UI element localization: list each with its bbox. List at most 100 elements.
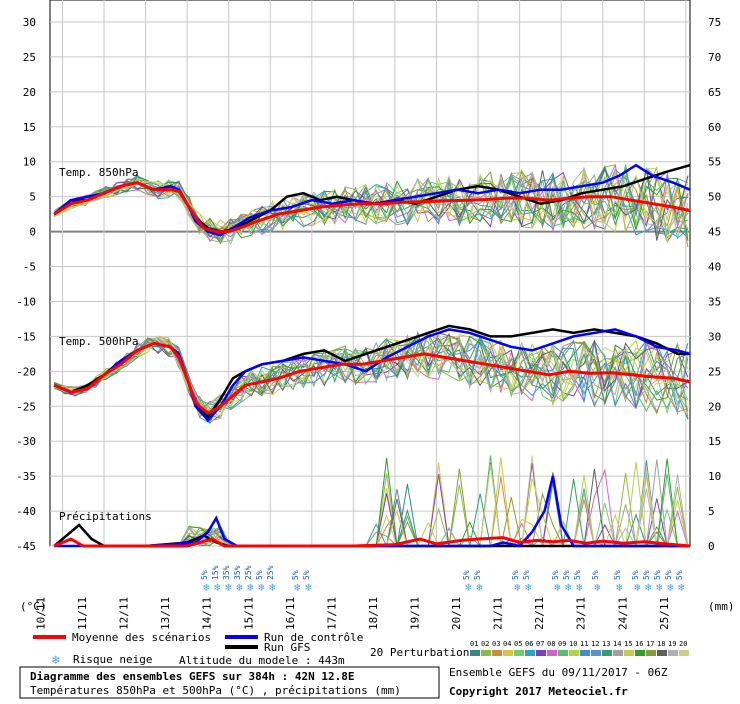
perturbation-code: 20 bbox=[679, 640, 687, 648]
snowflake-icon: ❄ bbox=[656, 581, 663, 594]
perturbation-line bbox=[54, 339, 689, 419]
snow-risk-percent: 35% bbox=[222, 565, 231, 580]
x-tick-label: 14/11 bbox=[201, 597, 214, 630]
x-tick-label: 11/11 bbox=[76, 597, 89, 630]
perturbation-swatch bbox=[679, 650, 689, 656]
x-tick-label: 22/11 bbox=[533, 597, 546, 630]
snowflake-icon: ❄ bbox=[525, 581, 532, 594]
perturbation-swatch bbox=[558, 650, 568, 656]
snowflake-icon: ❄ bbox=[565, 581, 572, 594]
perturbation-swatch bbox=[547, 650, 557, 656]
perturbation-swatch bbox=[613, 650, 623, 656]
snowflake-icon: ❄ bbox=[258, 581, 265, 594]
left-tick-label: -30 bbox=[16, 435, 36, 448]
snowflake-icon: ❄ bbox=[594, 581, 601, 594]
series-line-t500 bbox=[53, 341, 691, 416]
snow-risk-row: 5%❄15%❄35%❄35%❄25%❄5%❄25%❄5%❄5%❄5%❄5%❄5%… bbox=[200, 565, 685, 594]
perturbation-swatch bbox=[591, 650, 601, 656]
perturbation-code: 07 bbox=[536, 640, 544, 648]
perturbations-label: 20 Perturbations bbox=[370, 646, 476, 659]
x-tick-label: 18/11 bbox=[367, 597, 380, 630]
snowflake-icon: ❄ bbox=[225, 581, 232, 594]
panel-label-precip: Précipitations bbox=[59, 510, 152, 523]
snowflake-icon: ❄ bbox=[616, 581, 623, 594]
perturbation-swatch bbox=[668, 650, 678, 656]
x-axis-ticks: 10/11 11/11 12/11 13/11 14/11 15/11 16/11 17/11… bbox=[34, 597, 670, 630]
right-tick-label: 55 bbox=[708, 156, 721, 169]
snow-risk-percent: 5% bbox=[613, 570, 622, 580]
snow-risk-percent: 5% bbox=[255, 570, 264, 580]
x-tick-label: 13/11 bbox=[159, 597, 172, 630]
altitude-label: Altitude du modele : 443m bbox=[179, 654, 345, 667]
x-tick-label: 17/11 bbox=[325, 597, 338, 630]
right-tick-label: 65 bbox=[708, 86, 721, 99]
snowflake-icon: ❄ bbox=[634, 581, 641, 594]
perturbation-code: 14 bbox=[613, 640, 621, 648]
perturbation-code: 13 bbox=[602, 640, 610, 648]
left-tick-label: 30 bbox=[23, 16, 36, 29]
x-tick-label: 23/11 bbox=[575, 597, 588, 630]
legend-label-gfs: Run GFS bbox=[264, 641, 310, 654]
snow-risk-icon: ❄ bbox=[51, 653, 60, 668]
snow-risk-percent: 5% bbox=[551, 570, 560, 580]
perturbation-code: 10 bbox=[569, 640, 577, 648]
left-tick-label: 20 bbox=[23, 86, 36, 99]
snow-risk-label: Risque neige bbox=[73, 653, 152, 666]
perturbation-code: 04 bbox=[503, 640, 511, 648]
snowflake-icon: ❄ bbox=[645, 581, 652, 594]
perturbation-code: 17 bbox=[646, 640, 654, 648]
legend-label-control: Run de contrôle bbox=[264, 631, 363, 644]
right-tick-label: 15 bbox=[708, 435, 721, 448]
left-tick-label: -20 bbox=[16, 365, 36, 378]
x-tick-label: 25/11 bbox=[658, 597, 671, 630]
snow-risk-percent: 5% bbox=[473, 570, 482, 580]
perturbation-code: 06 bbox=[525, 640, 533, 648]
x-tick-label: 10/11 bbox=[34, 597, 47, 630]
snow-risk-percent: 25% bbox=[266, 565, 275, 580]
snow-risk-percent: 5% bbox=[462, 570, 471, 580]
snowflake-icon: ❄ bbox=[269, 581, 276, 594]
left-tick-label: -35 bbox=[16, 470, 36, 483]
perturbation-codes: 01 02 03 04 05 06 07 08 09 10 11 12 13 14 15 16 17 18 19 20 bbox=[470, 640, 689, 656]
perturbation-swatch bbox=[492, 650, 502, 656]
right-tick-label: 25 bbox=[708, 365, 721, 378]
perturbation-swatch bbox=[536, 650, 546, 656]
right-tick-label: 0 bbox=[708, 540, 715, 553]
snow-risk-percent: 5% bbox=[291, 570, 300, 580]
left-tick-label: 25 bbox=[23, 51, 36, 64]
legend-label-mean: Moyenne des scénarios bbox=[72, 631, 211, 644]
perturbation-swatch bbox=[602, 650, 612, 656]
perturbation-code: 16 bbox=[635, 640, 643, 648]
snow-risk-percent: 5% bbox=[591, 570, 600, 580]
snow-risk-percent: 5% bbox=[302, 570, 311, 580]
right-tick-label: 40 bbox=[708, 261, 721, 274]
x-tick-label: 21/11 bbox=[492, 597, 505, 630]
snowflake-icon: ❄ bbox=[667, 581, 674, 594]
snowflake-icon: ❄ bbox=[247, 581, 254, 594]
snowflake-icon: ❄ bbox=[678, 581, 685, 594]
perturbation-line bbox=[54, 330, 689, 422]
left-tick-label: 0 bbox=[29, 226, 36, 239]
perturbation-code: 11 bbox=[580, 640, 588, 648]
left-tick-label: -45 bbox=[16, 540, 36, 553]
snowflake-icon: ❄ bbox=[236, 581, 243, 594]
perturbation-code: 05 bbox=[514, 640, 522, 648]
series-line-precip bbox=[54, 475, 690, 548]
perturbation-swatch bbox=[525, 650, 535, 656]
snow-risk-percent: 5% bbox=[200, 570, 209, 580]
perturbation-swatch bbox=[470, 650, 480, 656]
perturbation-swatch bbox=[635, 650, 645, 656]
perturbation-swatch bbox=[569, 650, 579, 656]
panel-label-500: Temp. 500hPa bbox=[59, 335, 138, 348]
perturbation-code: 19 bbox=[668, 640, 676, 648]
chart-title: Diagramme des ensembles GEFS sur 384h : … bbox=[30, 670, 355, 683]
chart-grid bbox=[49, 0, 691, 547]
snow-risk-percent: 5% bbox=[631, 570, 640, 580]
copyright-label: Copyright 2017 Meteociel.fr bbox=[449, 685, 628, 698]
snow-risk-percent: 5% bbox=[675, 570, 684, 580]
right-tick-label: 20 bbox=[708, 400, 721, 413]
ensemble-label: Ensemble GEFS du 09/11/2017 - 06Z bbox=[449, 666, 668, 679]
snow-risk-percent: 5% bbox=[511, 570, 520, 580]
